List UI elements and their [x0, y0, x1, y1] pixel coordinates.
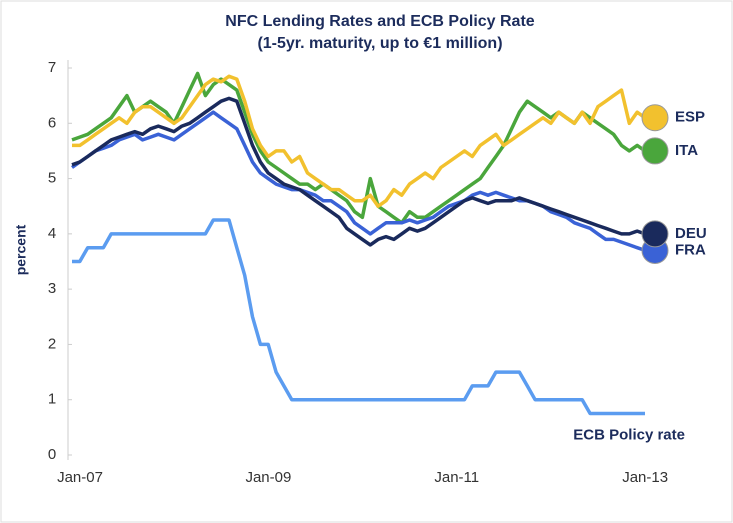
series-label: DEU — [675, 225, 707, 242]
x-tick-label: Jan-11 — [434, 469, 479, 486]
y-tick-label: 7 — [48, 59, 56, 76]
y-axis-label: percent — [13, 224, 29, 275]
series-line — [71, 71, 647, 225]
series-label: ESP — [675, 109, 705, 126]
chart-title: NFC Lending Rates and ECB Policy Rate — [225, 13, 534, 30]
series-line — [70, 110, 646, 253]
flag-icon — [641, 104, 669, 132]
chart-subtitle: (1-5yr. maturity, up to €1 million) — [257, 35, 502, 52]
x-tick-label: Jan-13 — [622, 469, 668, 486]
x-tick-label: Jan-09 — [245, 469, 291, 486]
y-tick-label: 1 — [48, 391, 56, 408]
y-tick-label: 0 — [48, 446, 56, 463]
flag-icon — [641, 220, 669, 248]
y-tick-label: 5 — [48, 170, 56, 187]
series-label: FRA — [675, 241, 706, 258]
series-line — [71, 96, 646, 247]
y-tick-label: 6 — [48, 114, 56, 131]
y-tick-label: 3 — [48, 280, 56, 297]
series-line — [72, 218, 645, 416]
y-tick-label: 2 — [48, 335, 56, 352]
x-tick-label: Jan-07 — [57, 469, 103, 486]
y-tick-label: 4 — [48, 225, 56, 242]
flag-icon — [641, 137, 669, 165]
series-line — [72, 74, 647, 208]
series-label: ECB Policy rate — [573, 427, 685, 444]
series-label: ITA — [675, 142, 698, 159]
